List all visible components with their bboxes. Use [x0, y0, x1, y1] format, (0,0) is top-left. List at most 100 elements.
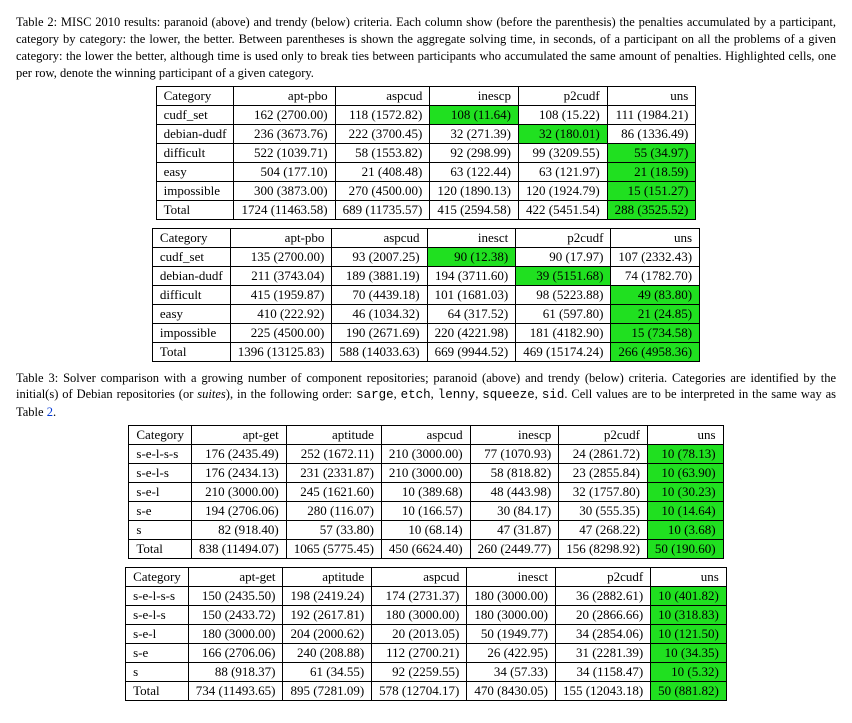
cell: 176 (2434.13) [192, 464, 287, 483]
cell: 156 (8298.92) [559, 540, 648, 559]
table3-trendy: Categoryapt-getaptitudeaspcudinesctp2cud… [125, 567, 727, 701]
row-category: difficult [152, 285, 230, 304]
cell: 92 (298.99) [430, 143, 519, 162]
cell-winner: 32 (180.01) [519, 124, 608, 143]
cell: 236 (3673.76) [234, 124, 335, 143]
col-header: inesct [467, 568, 556, 587]
cell: 86 (1336.49) [607, 124, 696, 143]
table2-caption: Table 2: MISC 2010 results: paranoid (ab… [16, 14, 836, 82]
cell-winner: 21 (18.59) [607, 162, 696, 181]
cell: 61 (34.55) [283, 663, 372, 682]
cell: 64 (317.52) [427, 304, 516, 323]
col-header-category: Category [156, 86, 234, 105]
cell: 260 (2449.77) [470, 540, 559, 559]
cell: 166 (2706.06) [188, 644, 283, 663]
cell-winner: 108 (11.64) [430, 105, 519, 124]
table3-caption-body-2: ), in the following order: [226, 387, 356, 401]
cell: 34 (57.33) [467, 663, 556, 682]
cell-winner: 90 (12.38) [427, 247, 516, 266]
col-header: aspcud [372, 568, 467, 587]
suite-name: etch [401, 388, 431, 402]
col-header: inescp [430, 86, 519, 105]
col-header: apt-get [192, 426, 287, 445]
cell: 522 (1039.71) [234, 143, 335, 162]
cell: 189 (3881.19) [332, 266, 427, 285]
cell: 63 (122.44) [430, 162, 519, 181]
row-category: s-e-l-s-s [129, 445, 192, 464]
cell: 47 (31.87) [470, 521, 559, 540]
cell: 210 (3000.00) [192, 483, 287, 502]
cell: 240 (208.88) [283, 644, 372, 663]
row-category: cudf_set [152, 247, 230, 266]
cell-winner: 10 (34.35) [651, 644, 727, 663]
cell: 176 (2435.49) [192, 445, 287, 464]
cell: 210 (3000.00) [381, 445, 470, 464]
cell: 450 (6624.40) [381, 540, 470, 559]
row-category: s-e-l-s [129, 464, 192, 483]
col-header: inesct [427, 228, 516, 247]
cell: 734 (11493.65) [188, 682, 283, 701]
cell-winner: 39 (5151.68) [516, 266, 611, 285]
cell-winner: 10 (78.13) [647, 445, 723, 464]
col-header: uns [651, 568, 727, 587]
row-category: s-e-l [129, 483, 192, 502]
cell: 112 (2700.21) [372, 644, 467, 663]
cell: 181 (4182.90) [516, 323, 611, 342]
cell: 504 (177.10) [234, 162, 335, 181]
row-category: s-e-l-s [126, 606, 189, 625]
row-category: s-e [126, 644, 189, 663]
col-header: aptitude [283, 568, 372, 587]
table2-caption-prefix: Table 2: [16, 15, 61, 29]
cell: 30 (555.35) [559, 502, 648, 521]
cell: 120 (1890.13) [430, 181, 519, 200]
col-header: aspcud [381, 426, 470, 445]
cell: 36 (2882.61) [556, 587, 651, 606]
cell: 220 (4221.98) [427, 323, 516, 342]
table3-caption: Table 3: Solver comparison with a growin… [16, 370, 836, 422]
cell: 150 (2435.50) [188, 587, 283, 606]
cell: 34 (1158.47) [556, 663, 651, 682]
cell: 689 (11735.57) [335, 200, 430, 219]
table3-caption-em: suites [197, 387, 225, 401]
row-category: s-e-l [126, 625, 189, 644]
cell: 180 (3000.00) [372, 606, 467, 625]
cell: 470 (8430.05) [467, 682, 556, 701]
cell-winner: 55 (34.97) [607, 143, 696, 162]
cell-winner: 15 (151.27) [607, 181, 696, 200]
row-category: impossible [152, 323, 230, 342]
row-category: easy [152, 304, 230, 323]
cell: 280 (116.07) [286, 502, 381, 521]
col-header: p2cudf [559, 426, 648, 445]
table3-caption-body-4: . [53, 405, 56, 419]
cell: 211 (3743.04) [230, 266, 332, 285]
cell: 10 (166.57) [381, 502, 470, 521]
cell: 231 (2331.87) [286, 464, 381, 483]
cell-winner: 10 (14.64) [647, 502, 723, 521]
col-header: apt-pbo [230, 228, 332, 247]
cell: 174 (2731.37) [372, 587, 467, 606]
cell: 252 (1672.11) [286, 445, 381, 464]
cell: 118 (1572.82) [335, 105, 430, 124]
cell: 204 (2000.62) [283, 625, 372, 644]
cell: 1724 (11463.58) [234, 200, 335, 219]
col-header: apt-pbo [234, 86, 335, 105]
cell-winner: 10 (3.68) [647, 521, 723, 540]
cell-winner: 288 (3525.52) [607, 200, 696, 219]
col-header-category: Category [129, 426, 192, 445]
suite-name: squeeze [482, 388, 535, 402]
cell: 20 (2013.05) [372, 625, 467, 644]
col-header: p2cudf [516, 228, 611, 247]
cell: 23 (2855.84) [559, 464, 648, 483]
cell: 98 (5223.88) [516, 285, 611, 304]
col-header: uns [647, 426, 723, 445]
table3-suite-list: sarge, etch, lenny, squeeze, sid [356, 387, 564, 401]
cell: 838 (11494.07) [192, 540, 287, 559]
row-category: s [129, 521, 192, 540]
cell: 21 (408.48) [335, 162, 430, 181]
cell: 10 (389.68) [381, 483, 470, 502]
cell: 20 (2866.66) [556, 606, 651, 625]
suite-name: lenny [438, 388, 476, 402]
cell: 300 (3873.00) [234, 181, 335, 200]
col-header: p2cudf [556, 568, 651, 587]
cell: 469 (15174.24) [516, 342, 611, 361]
